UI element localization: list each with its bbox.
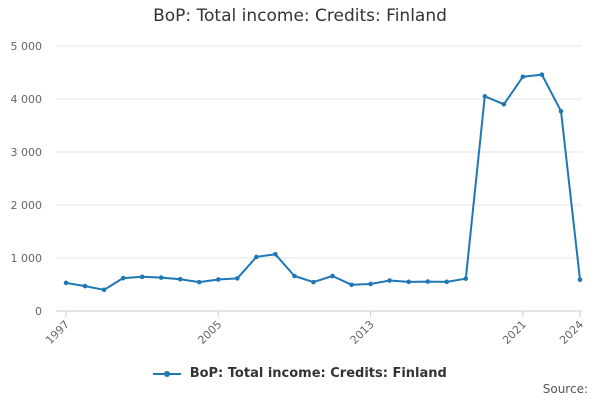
y-tick-label: 3 000 bbox=[11, 146, 43, 159]
legend-swatch bbox=[153, 369, 182, 379]
y-tick-label: 2 000 bbox=[11, 199, 43, 212]
y-tick-label: 0 bbox=[35, 305, 42, 318]
data-point[interactable] bbox=[463, 276, 469, 281]
chart-title: BoP: Total income: Credits: Finland bbox=[153, 6, 447, 26]
data-point[interactable] bbox=[120, 275, 126, 281]
data-point[interactable] bbox=[215, 277, 221, 282]
data-point[interactable] bbox=[444, 279, 450, 285]
y-tick-label: 4 000 bbox=[11, 93, 43, 106]
series-group bbox=[63, 72, 583, 293]
data-point[interactable] bbox=[177, 276, 183, 282]
x-axis-ticks: 1997 2005 2013 2021 2024 bbox=[43, 311, 586, 347]
data-point[interactable] bbox=[558, 108, 564, 114]
data-point[interactable] bbox=[254, 254, 259, 260]
x-tick-label: 2021 bbox=[500, 318, 529, 347]
data-point[interactable] bbox=[273, 251, 278, 257]
y-tick-label: 1 000 bbox=[11, 252, 43, 265]
source-label: Source: bbox=[542, 382, 588, 396]
x-tick-label: 2005 bbox=[195, 318, 224, 347]
series-line bbox=[65, 73, 581, 291]
x-tick-label: 1997 bbox=[43, 318, 72, 347]
data-point[interactable] bbox=[387, 278, 392, 283]
data-point[interactable] bbox=[63, 280, 69, 286]
data-point[interactable] bbox=[349, 282, 354, 288]
data-point[interactable] bbox=[330, 273, 335, 279]
data-point[interactable] bbox=[406, 279, 411, 285]
data-point[interactable] bbox=[482, 94, 488, 99]
data-point[interactable] bbox=[196, 279, 202, 285]
data-point[interactable] bbox=[520, 74, 526, 80]
data-point[interactable] bbox=[139, 274, 145, 280]
data-point[interactable] bbox=[425, 279, 431, 284]
gridlines bbox=[56, 45, 582, 312]
data-point[interactable] bbox=[292, 273, 297, 279]
legend[interactable]: BoP: Total income: Credits: Finland bbox=[0, 366, 600, 381]
legend-label: BoP: Total income: Credits: Finland bbox=[189, 366, 447, 381]
data-point[interactable] bbox=[235, 276, 240, 281]
data-point[interactable] bbox=[101, 287, 107, 293]
data-point[interactable] bbox=[539, 72, 545, 77]
y-tick-label: 5 000 bbox=[11, 40, 43, 53]
data-point[interactable] bbox=[158, 275, 164, 280]
x-tick-label: 2024 bbox=[557, 318, 586, 347]
data-point[interactable] bbox=[82, 283, 88, 289]
y-axis-ticks: 0 1 000 2 000 3 000 4 000 5 000 bbox=[11, 40, 43, 318]
data-point[interactable] bbox=[368, 281, 373, 287]
data-point[interactable] bbox=[311, 279, 316, 285]
data-point[interactable] bbox=[501, 102, 507, 107]
x-tick-label: 2013 bbox=[348, 318, 377, 347]
data-point[interactable] bbox=[577, 277, 583, 283]
